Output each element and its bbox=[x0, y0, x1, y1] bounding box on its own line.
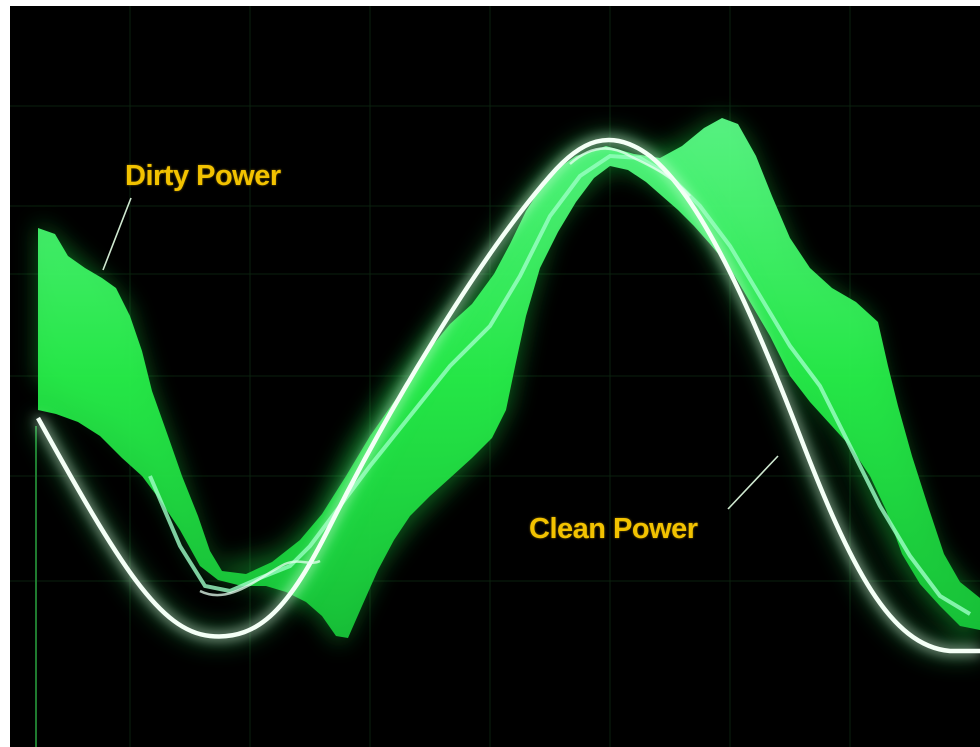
clean-power-label: Clean Power bbox=[529, 513, 698, 545]
dirty-pointer-line bbox=[102, 197, 132, 271]
dirty-power-core bbox=[148, 153, 972, 616]
dirty-power-label: Dirty Power bbox=[125, 160, 281, 192]
dirty-power-band bbox=[38, 118, 980, 638]
clean-power-trace bbox=[36, 137, 980, 654]
clean-power-echo bbox=[199, 147, 691, 597]
oscilloscope-screen: Dirty Power Clean Power bbox=[10, 6, 980, 747]
oscilloscope-waveforms bbox=[10, 6, 980, 747]
clean-pointer-line bbox=[727, 455, 779, 510]
